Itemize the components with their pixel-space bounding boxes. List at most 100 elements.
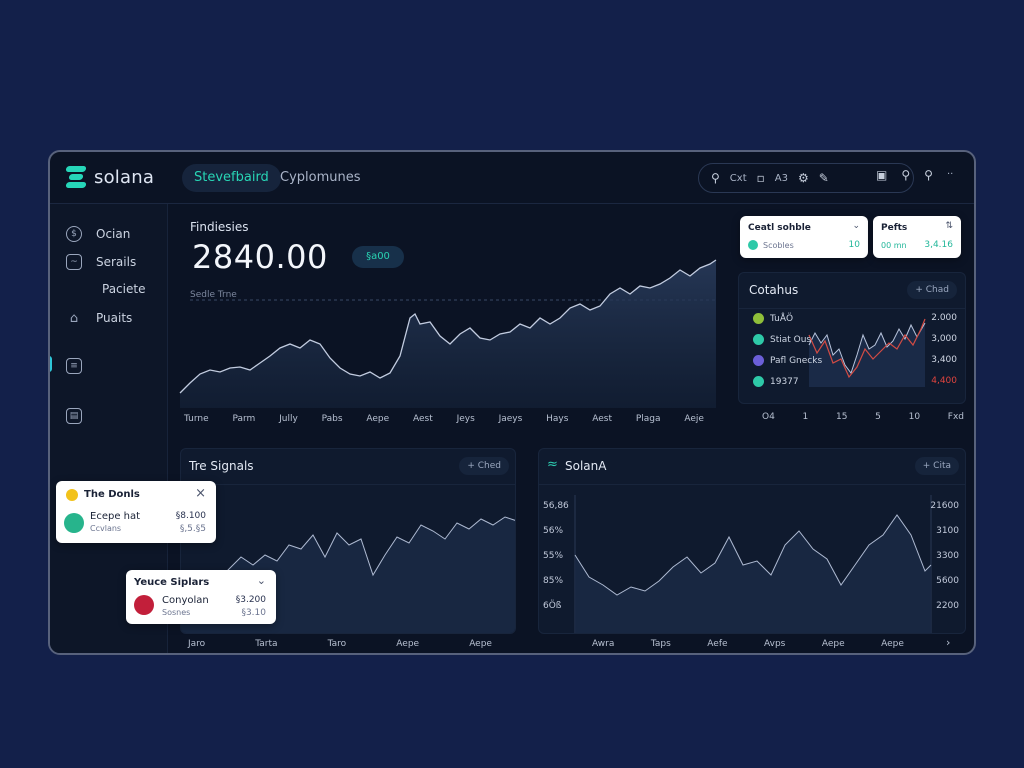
top-bar: solana Stevefbaird Cyplomunes ⚲ Cxt ▫ A3…	[50, 152, 974, 204]
calendar-icon[interactable]: ▣	[876, 168, 888, 182]
search-icon[interactable]: ⚲	[924, 168, 933, 182]
x-tick: O4	[762, 412, 775, 422]
chevron-down-icon[interactable]: ⌄	[256, 574, 266, 587]
y-tick: 4,400	[931, 376, 957, 386]
home-icon: ⌂	[69, 310, 79, 326]
y-tick: 3300	[936, 551, 959, 561]
sidebar-item-label: Ocian	[96, 227, 131, 241]
sidebar-item-calculator[interactable]: ≡	[66, 358, 82, 374]
x-tick: Aepe	[469, 639, 492, 649]
signals-chart-title: Tre Signals	[189, 459, 254, 473]
solana-chart-title: SolanA	[565, 459, 607, 473]
x-tick: Tarta	[255, 639, 278, 649]
emoji-icon	[66, 489, 78, 501]
side-chart-header: Cotahus + Chad	[739, 273, 965, 309]
wifi-icon: ≈	[547, 457, 558, 472]
more-icon[interactable]: ··	[946, 169, 954, 180]
solana-chart-y-axis-left: 56,86 56% 55% 85% 6Öß	[543, 501, 569, 611]
main-chart-line	[179, 259, 717, 394]
x-tick: Aepe	[396, 639, 420, 649]
y-tick: 85%	[543, 576, 564, 586]
popup-item-sub: Ccvlans	[90, 524, 122, 533]
x-tick: Jeys	[456, 414, 475, 424]
next-arrow-icon[interactable]: ›	[946, 636, 951, 649]
x-tick: Aepe	[821, 639, 845, 649]
toolbar-text-2[interactable]: A3	[774, 172, 788, 184]
chart-icon: ~	[66, 254, 82, 270]
legend-item[interactable]: 19377	[753, 376, 799, 387]
filter-card-label: 00 mn	[881, 241, 907, 250]
filter-card-ceatl[interactable]: Ceatl sohble ⌄ Scobles 10	[740, 216, 868, 258]
side-line-chart	[808, 318, 926, 387]
sidebar-item-paciete[interactable]: Paciete	[102, 282, 145, 296]
close-icon[interactable]: ×	[195, 486, 206, 501]
x-tick: Jaeys	[498, 414, 523, 424]
coin-icon: $	[66, 226, 82, 242]
main-value-badge[interactable]: §a00	[352, 246, 404, 268]
popup-item-value: §8.100	[175, 511, 206, 521]
popup-item-name: Conyolan	[162, 595, 209, 606]
y-tick: 5600	[936, 576, 959, 586]
file-icon: ▤	[66, 408, 82, 424]
legend-swatch	[753, 355, 764, 366]
main-value: 2840.00	[192, 238, 328, 276]
status-dot	[748, 240, 758, 250]
expand-icon[interactable]: ⇅	[945, 221, 953, 231]
solana-chart-add-button[interactable]: + Cita	[914, 457, 959, 475]
avatar	[64, 513, 84, 533]
side-chart-red-line	[808, 318, 926, 379]
settings-icon[interactable]: ⚙	[797, 171, 809, 185]
x-tick: Aepe	[881, 639, 904, 649]
sidebar-item-label: Paciete	[102, 282, 146, 296]
popup-item-name: Ecepe hat	[90, 511, 141, 522]
solana-chart-card: ≈ SolanA + Cita 56,86 56% 55% 85% 6Öß 21…	[538, 448, 966, 634]
popup-title: The Donls	[84, 489, 140, 500]
sidebar-item-ocian[interactable]: $ Ocian	[66, 226, 130, 242]
signals-chart-add-button[interactable]: + Ched	[459, 457, 509, 475]
x-tick: Plaga	[635, 414, 661, 424]
legend-label: Stiat Ous	[770, 334, 812, 345]
edit-icon[interactable]: ✎	[818, 171, 829, 185]
legend-item[interactable]: TuÅÖ	[753, 313, 793, 324]
side-chart-add-button[interactable]: + Chad	[907, 281, 957, 299]
popup-the-donls[interactable]: The Donls × Ecepe hat Ccvlans §8.100 §,5…	[56, 481, 216, 543]
logo[interactable]: solana	[65, 164, 154, 190]
sidebar-item-puaits[interactable]: ⌂ Puaits	[66, 310, 132, 326]
search-icon[interactable]: ⚲	[901, 168, 911, 182]
y-tick: 56%	[543, 526, 564, 536]
x-tick: Jully	[279, 414, 298, 424]
toolbar-text-1[interactable]: Cxt	[729, 172, 747, 184]
y-tick: 3,000	[931, 334, 957, 344]
solana-line-chart	[574, 495, 932, 633]
popup-yeuce-siplars[interactable]: Yeuce Siplars ⌄ Conyolan Sosnes §3.200 §…	[126, 570, 276, 624]
x-tick: Avps	[764, 639, 786, 649]
filter-card-title: Ceatl sohble	[748, 223, 811, 233]
x-tick: Taps	[650, 639, 671, 649]
solana-chart-area	[575, 515, 931, 633]
legend-item[interactable]: Stiat Ous	[753, 334, 811, 345]
legend-label: 19377	[770, 376, 799, 387]
chevron-down-icon[interactable]: ⌄	[852, 221, 860, 231]
sidebar-item-label: Serails	[96, 255, 137, 269]
tab-cyplomunes[interactable]: Cyplomunes	[280, 170, 361, 185]
sidebar-item-serails[interactable]: ~ Serails	[66, 254, 136, 270]
x-tick: 1	[802, 412, 809, 422]
x-tick: Awra	[592, 639, 615, 649]
legend-item[interactable]: Pafl Gnecks	[753, 355, 822, 366]
sidebar-item-label: Puaits	[96, 311, 133, 325]
lock-icon[interactable]: ▫	[756, 171, 765, 185]
tab-stevefbaird[interactable]: Stevefbaird	[182, 164, 281, 192]
x-tick: Aest	[412, 414, 433, 424]
y-tick: 3,400	[931, 355, 957, 365]
filter-card-pefts[interactable]: Pefts ⇅ 00 mn 3,4.16	[873, 216, 961, 258]
main-chart-x-axis: Turne Parm Jully Pabs Aepe Aest Jeys Jae…	[184, 414, 704, 424]
main-chart-sub-label: Sedle Trne	[190, 290, 237, 300]
solana-chart-y-axis-right: 21600 3100 3300 5600 2200	[930, 501, 959, 611]
sidebar-item-file[interactable]: ▤	[66, 408, 82, 424]
x-tick: Turne	[184, 414, 209, 424]
x-tick: Taro	[327, 639, 347, 649]
filter-card-value: 3,4.16	[924, 240, 953, 250]
search-icon[interactable]: ⚲	[711, 171, 720, 185]
x-tick: Aefe	[707, 639, 728, 649]
x-tick: Hays	[546, 414, 569, 424]
